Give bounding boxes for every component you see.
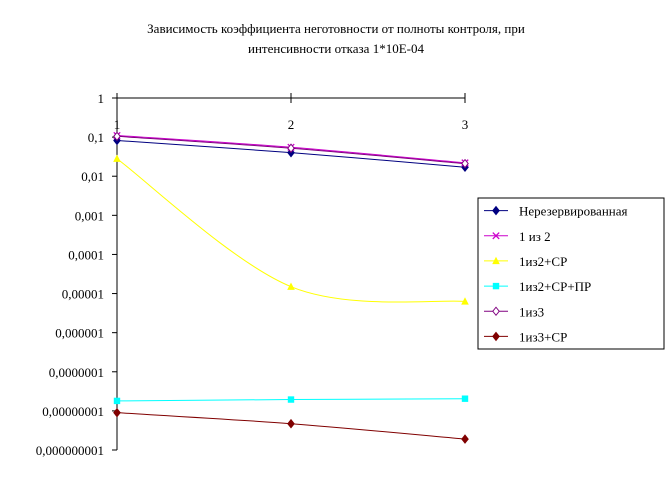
data-point xyxy=(113,154,121,162)
legend-label: 1из3 xyxy=(519,304,544,319)
y-tick-label: 0,001 xyxy=(75,208,104,223)
data-point xyxy=(461,434,469,444)
y-tick-label: 0,0000001 xyxy=(49,365,104,380)
legend-label: Нерезервированная xyxy=(519,204,628,219)
legend-marker xyxy=(492,331,500,342)
y-tick-label: 0,01 xyxy=(81,169,104,184)
x-tick-label: 1 xyxy=(114,117,121,132)
legend-marker xyxy=(492,306,500,317)
series-4 xyxy=(113,395,469,405)
legend-item: 1 из 2 xyxy=(484,229,551,244)
legend-label: 1из2+СР xyxy=(519,254,567,269)
axes: 1 0,1 0,01 0,001 0,0001 0,00001 0,000001 0,0000… xyxy=(36,91,469,458)
y-tick-label: 1 xyxy=(98,91,105,106)
data-point xyxy=(461,158,469,169)
chart-title: Зависимость коэффициента неготовности от… xyxy=(147,21,525,56)
data-point xyxy=(113,407,121,418)
data-point xyxy=(287,396,295,403)
series-6 xyxy=(113,407,469,444)
legend-label: 1из2+СР+ПР xyxy=(519,279,591,294)
legend-marker xyxy=(492,256,500,265)
legend-box xyxy=(477,197,665,350)
legend-item: 1из2+СР+ПР xyxy=(484,279,591,294)
legend-item: 1из3 xyxy=(484,304,544,319)
legend-marker xyxy=(492,232,500,240)
legend: Нерезервированная 1 из 2 1из2+СР 1из2+СР+ПР… xyxy=(477,197,665,350)
y-tick-label: 0,00000001 xyxy=(42,404,104,419)
plot-series xyxy=(113,131,469,444)
y-tick-label: 0,0001 xyxy=(68,247,104,262)
data-point xyxy=(287,143,295,154)
data-point xyxy=(287,418,295,429)
data-point xyxy=(287,282,295,290)
chart-title-line-1: Зависимость коэффициента неготовности от… xyxy=(147,21,525,36)
x-tick-label: 3 xyxy=(462,117,469,132)
legend-marker xyxy=(492,282,500,290)
legend-item: Нерезервированная xyxy=(484,204,628,219)
series-1 xyxy=(113,135,469,173)
y-tick-label: 0,000001 xyxy=(55,326,104,341)
legend-label: 1из3+СР xyxy=(519,329,567,344)
data-point xyxy=(461,395,469,402)
series-5 xyxy=(113,131,469,169)
legend-item: 1из3+СР xyxy=(484,329,567,344)
legend-marker xyxy=(492,205,500,216)
y-tick-label: 0,1 xyxy=(88,130,104,145)
data-point xyxy=(113,397,121,405)
chart-title-line-2: интенсивности отказа 1*10Е-04 xyxy=(248,41,424,56)
y-tick-label: 0,000000001 xyxy=(36,443,104,458)
legend-label: 1 из 2 xyxy=(519,229,551,244)
series-3 xyxy=(113,154,469,305)
y-tick-label: 0,00001 xyxy=(62,287,104,302)
legend-item: 1из2+СР xyxy=(484,254,567,269)
data-point xyxy=(461,297,469,305)
x-tick-label: 2 xyxy=(288,117,295,132)
series-line xyxy=(116,158,466,303)
data-point xyxy=(113,131,121,142)
